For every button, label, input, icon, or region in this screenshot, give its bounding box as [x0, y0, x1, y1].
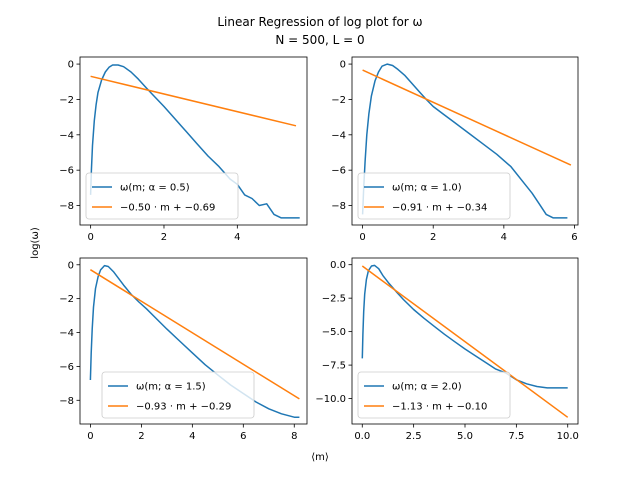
x-tick-label: 0: [87, 431, 93, 442]
y-tick-label: −8: [59, 396, 74, 407]
fit-line: [90, 269, 300, 400]
x-tick-label: 6: [571, 232, 577, 243]
plot-area: [361, 63, 572, 219]
legend: ω(m; α = 0.5) −0.50 · m + −0.69: [85, 172, 239, 220]
plot-area: [89, 64, 300, 219]
subplot-2: 0 2 4 6 0 −2 −4 −6 −8 ω(m; α = 1.0) −0.91 · m + −0…: [331, 56, 579, 243]
subplot-4: 0.0 2.5 5.0 7.5 10.0 0.0 −2.5 −5.0 −7.5 −10.0 ω(m;…: [315, 257, 579, 442]
legend-label: ω(m; α = 0.5): [120, 183, 190, 194]
fit-line: [90, 75, 297, 127]
axes-frame: [351, 257, 579, 425]
x-tick-label: 8: [291, 431, 297, 442]
y-tick-label: 0: [68, 260, 74, 271]
chart-title: Linear Regression of log plot for ω: [217, 15, 422, 29]
y-tick-label: −6: [331, 166, 346, 177]
y-tick-label: −2: [331, 95, 346, 106]
y-axis-label: log(ω): [30, 227, 41, 259]
y-tick-label: −10.0: [315, 394, 346, 405]
axes-frame: [79, 56, 308, 226]
x-tick-label: 2: [161, 232, 167, 243]
axes-frame: [351, 56, 579, 226]
plot-area: [361, 264, 569, 418]
subplot-1: 0 2 4 0 −2 −4 −6 −8 ω(m; α = 0.5) −0.50 · m + −0.…: [59, 56, 308, 243]
fit-line: [362, 69, 572, 166]
subplots-grid: 0 2 4 0 −2 −4 −6 −8 ω(m; α = 0.5) −0.50 · m + −0.…: [59, 56, 579, 442]
legend-box: [101, 371, 255, 419]
x-tick-label: 0.0: [354, 431, 370, 442]
y-tick-label: −6: [59, 362, 74, 373]
x-tick-label: 7.5: [508, 431, 524, 442]
chart-subtitle: N = 500, L = 0: [275, 33, 364, 47]
y-tick-label: −7.5: [322, 361, 346, 372]
y-tick-label: −4: [59, 130, 74, 141]
legend-box: [357, 172, 511, 220]
legend-label: −1.13 · m + −0.10: [392, 402, 487, 413]
x-tick-label: 0: [359, 232, 365, 243]
x-tick-label: 4: [189, 431, 195, 442]
axes-frame: [79, 257, 308, 425]
y-tick-label: −6: [59, 166, 74, 177]
y-tick-label: −2: [59, 95, 74, 106]
y-tick-label: −2.5: [322, 294, 346, 305]
y-tick-label: −4: [59, 328, 74, 339]
y-tick-label: 0: [68, 60, 74, 71]
x-tick-label: 0: [87, 232, 93, 243]
data-line: [89, 64, 300, 219]
legend-label: ω(m; α = 1.0): [392, 183, 462, 194]
x-tick-label: 6: [240, 431, 246, 442]
y-tick-label: −8: [331, 201, 346, 212]
legend: ω(m; α = 1.5) −0.93 · m + −0.29: [101, 371, 255, 419]
x-tick-label: 4: [501, 232, 507, 243]
legend-label: ω(m; α = 2.0): [392, 382, 462, 393]
data-line: [361, 264, 568, 389]
legend-label: −0.50 · m + −0.69: [120, 203, 215, 214]
subplot-3: 0 2 4 6 8 0 −2 −4 −6 −8 ω(m; α = 1.5) −0.93 · m + −…: [59, 257, 308, 442]
y-tick-label: −8: [59, 201, 74, 212]
x-axis-label: ⟨m⟩: [311, 452, 329, 463]
data-line: [361, 63, 568, 219]
y-tick-label: 0: [340, 60, 346, 71]
legend: ω(m; α = 2.0) −1.13 · m + −0.10: [357, 371, 511, 419]
x-tick-label: 2.5: [406, 431, 422, 442]
y-tick-label: −5.0: [322, 327, 346, 338]
x-tick-label: 4: [234, 232, 240, 243]
x-tick-label: 2: [138, 431, 144, 442]
x-tick-label: 10.0: [557, 431, 579, 442]
y-tick-label: 0.0: [330, 260, 346, 271]
legend-label: ω(m; α = 1.5): [136, 382, 206, 393]
legend-box: [357, 371, 511, 419]
y-tick-label: −2: [59, 294, 74, 305]
legend-box: [85, 172, 239, 220]
legend-label: −0.93 · m + −0.29: [136, 402, 231, 413]
x-tick-label: 5.0: [457, 431, 473, 442]
x-tick-label: 2: [430, 232, 436, 243]
y-tick-label: −4: [331, 130, 346, 141]
legend: ω(m; α = 1.0) −0.91 · m + −0.34: [357, 172, 511, 220]
legend-label: −0.91 · m + −0.34: [392, 203, 487, 214]
fit-line: [361, 265, 569, 418]
